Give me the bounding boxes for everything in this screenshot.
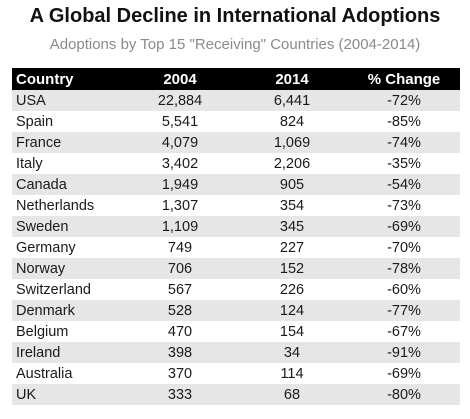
table-row: USA 22,884 6,441 -72% bbox=[12, 90, 460, 111]
chart-subtitle: Adoptions by Top 15 "Receiving" Countrie… bbox=[49, 36, 421, 53]
cell-percent-change: -69% bbox=[348, 363, 460, 384]
cell-value-2004: 567 bbox=[124, 279, 236, 300]
cell-value-2014: 345 bbox=[236, 216, 348, 237]
cell-value-2004: 1,307 bbox=[124, 195, 236, 216]
table-row: Norway 706 152 -78% bbox=[12, 258, 460, 279]
table-row: Belgium 470 154 -67% bbox=[12, 321, 460, 342]
cell-country: Australia bbox=[12, 363, 124, 384]
cell-country: Switzerland bbox=[12, 279, 124, 300]
cell-percent-change: -91% bbox=[348, 342, 460, 363]
cell-value-2004: 1,949 bbox=[124, 174, 236, 195]
cell-country: France bbox=[12, 132, 124, 153]
table-row: UK 333 68 -80% bbox=[12, 384, 460, 405]
table-body: USA 22,884 6,441 -72% Spain 5,541 824 -85% Franc… bbox=[12, 90, 460, 405]
column-header-2004: 2004 bbox=[124, 68, 236, 90]
cell-value-2014: 1,069 bbox=[236, 132, 348, 153]
column-header-2014: 2014 bbox=[236, 68, 348, 90]
table-row: France 4,079 1,069 -74% bbox=[12, 132, 460, 153]
cell-value-2004: 5,541 bbox=[124, 111, 236, 132]
table-row: Australia 370 114 -69% bbox=[12, 363, 460, 384]
table-row: Spain 5,541 824 -85% bbox=[12, 111, 460, 132]
table-row: Germany 749 227 -70% bbox=[12, 237, 460, 258]
cell-value-2014: 6,441 bbox=[236, 90, 348, 111]
cell-value-2014: 152 bbox=[236, 258, 348, 279]
cell-value-2014: 824 bbox=[236, 111, 348, 132]
table-row: Switzerland 567 226 -60% bbox=[12, 279, 460, 300]
cell-country: Sweden bbox=[12, 216, 124, 237]
cell-country: Canada bbox=[12, 174, 124, 195]
cell-percent-change: -70% bbox=[348, 237, 460, 258]
table-row: Sweden 1,109 345 -69% bbox=[12, 216, 460, 237]
cell-value-2004: 398 bbox=[124, 342, 236, 363]
cell-value-2014: 154 bbox=[236, 321, 348, 342]
cell-value-2014: 905 bbox=[236, 174, 348, 195]
cell-percent-change: -67% bbox=[348, 321, 460, 342]
cell-value-2014: 114 bbox=[236, 363, 348, 384]
cell-value-2014: 226 bbox=[236, 279, 348, 300]
cell-value-2004: 528 bbox=[124, 300, 236, 321]
cell-country: USA bbox=[12, 90, 124, 111]
cell-percent-change: -69% bbox=[348, 216, 460, 237]
cell-percent-change: -35% bbox=[348, 153, 460, 174]
header-row: Country 2004 2014 % Change bbox=[12, 68, 460, 90]
cell-country: Norway bbox=[12, 258, 124, 279]
cell-value-2014: 34 bbox=[236, 342, 348, 363]
cell-country: Denmark bbox=[12, 300, 124, 321]
cell-percent-change: -74% bbox=[348, 132, 460, 153]
cell-country: Netherlands bbox=[12, 195, 124, 216]
column-header-percent-change: % Change bbox=[348, 68, 460, 90]
cell-percent-change: -77% bbox=[348, 300, 460, 321]
cell-value-2004: 4,079 bbox=[124, 132, 236, 153]
cell-percent-change: -78% bbox=[348, 258, 460, 279]
cell-value-2004: 749 bbox=[124, 237, 236, 258]
cell-value-2004: 3,402 bbox=[124, 153, 236, 174]
cell-value-2014: 124 bbox=[236, 300, 348, 321]
table-row: Italy 3,402 2,206 -35% bbox=[12, 153, 460, 174]
adoptions-table: Country 2004 2014 % Change USA 22,884 6,44… bbox=[12, 68, 460, 405]
cell-value-2004: 1,109 bbox=[124, 216, 236, 237]
cell-value-2004: 370 bbox=[124, 363, 236, 384]
cell-country: Belgium bbox=[12, 321, 124, 342]
cell-country: UK bbox=[12, 384, 124, 405]
cell-value-2004: 706 bbox=[124, 258, 236, 279]
cell-country: Spain bbox=[12, 111, 124, 132]
cell-value-2004: 470 bbox=[124, 321, 236, 342]
cell-value-2004: 333 bbox=[124, 384, 236, 405]
cell-percent-change: -72% bbox=[348, 90, 460, 111]
cell-value-2004: 22,884 bbox=[124, 90, 236, 111]
cell-percent-change: -60% bbox=[348, 279, 460, 300]
column-header-country: Country bbox=[12, 68, 124, 90]
table-row: Ireland 398 34 -91% bbox=[12, 342, 460, 363]
cell-country: Ireland bbox=[12, 342, 124, 363]
cell-percent-change: -80% bbox=[348, 384, 460, 405]
chart-title: A Global Decline in International Adopti… bbox=[29, 5, 441, 27]
cell-value-2014: 68 bbox=[236, 384, 348, 405]
cell-value-2014: 2,206 bbox=[236, 153, 348, 174]
cell-percent-change: -54% bbox=[348, 174, 460, 195]
table-row: Denmark 528 124 -77% bbox=[12, 300, 460, 321]
table-row: Canada 1,949 905 -54% bbox=[12, 174, 460, 195]
cell-country: Italy bbox=[12, 153, 124, 174]
cell-country: Germany bbox=[12, 237, 124, 258]
cell-percent-change: -85% bbox=[348, 111, 460, 132]
table-row: Netherlands 1,307 354 -73% bbox=[12, 195, 460, 216]
cell-value-2014: 227 bbox=[236, 237, 348, 258]
cell-value-2014: 354 bbox=[236, 195, 348, 216]
cell-percent-change: -73% bbox=[348, 195, 460, 216]
